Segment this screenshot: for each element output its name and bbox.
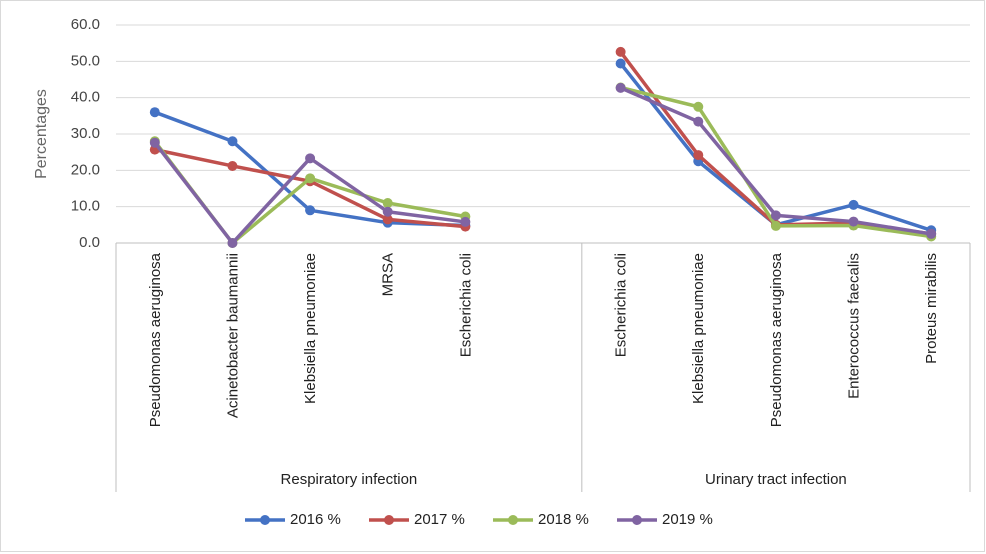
legend-marker bbox=[384, 515, 394, 525]
y-tick-label: 40.0 bbox=[71, 89, 100, 106]
point bbox=[693, 101, 704, 112]
point bbox=[227, 160, 238, 171]
x-tick-label: Escherichia coli bbox=[457, 253, 474, 357]
point bbox=[149, 107, 160, 118]
x-tick-label: Klebsiella pneumoniae bbox=[690, 253, 707, 404]
point bbox=[848, 199, 859, 210]
x-tick-label: Proteus mirabilis bbox=[923, 253, 940, 364]
x-tick-label: Enterococcus faecalis bbox=[846, 253, 863, 399]
legend-label: 2016 % bbox=[290, 511, 341, 528]
x-tick-label: Escherichia coli bbox=[613, 253, 630, 357]
x-tick-label: MRSA bbox=[380, 253, 397, 296]
point bbox=[227, 136, 238, 147]
x-tick-label: Acinetobacter baumannii bbox=[224, 253, 241, 418]
point bbox=[149, 137, 160, 148]
point bbox=[693, 116, 704, 127]
point bbox=[770, 220, 781, 231]
point bbox=[615, 82, 626, 93]
x-tick-label: Klebsiella pneumoniae bbox=[302, 253, 319, 404]
legend-label: 2019 % bbox=[662, 511, 713, 528]
point bbox=[615, 46, 626, 57]
y-axis-label: Percentages bbox=[33, 89, 50, 179]
x-tick-label: Pseudomonas aeruginosa bbox=[768, 252, 785, 427]
legend-marker bbox=[260, 515, 270, 525]
y-tick-label: 20.0 bbox=[71, 161, 100, 178]
group-label: Urinary tract infection bbox=[705, 471, 847, 488]
point bbox=[848, 216, 859, 227]
legend-label: 2018 % bbox=[538, 511, 589, 528]
point bbox=[615, 58, 626, 69]
point bbox=[227, 238, 238, 248]
y-tick-label: 60.0 bbox=[71, 16, 100, 33]
legend-label: 2017 % bbox=[414, 511, 465, 528]
y-tick-label: 0.0 bbox=[79, 234, 100, 251]
legend-marker bbox=[632, 515, 642, 525]
point bbox=[382, 214, 393, 225]
x-tick-label: Pseudomonas aeruginosa bbox=[147, 252, 164, 427]
point bbox=[460, 216, 471, 227]
point bbox=[382, 206, 393, 217]
legend-marker bbox=[508, 515, 518, 525]
y-tick-label: 30.0 bbox=[71, 125, 100, 142]
point bbox=[693, 150, 704, 161]
group-label: Respiratory infection bbox=[281, 471, 418, 488]
point bbox=[926, 228, 937, 239]
point bbox=[305, 173, 316, 184]
y-tick-label: 50.0 bbox=[71, 52, 100, 69]
y-tick-label: 10.0 bbox=[71, 198, 100, 215]
point bbox=[305, 205, 316, 216]
point bbox=[305, 153, 316, 164]
point bbox=[770, 210, 781, 221]
point bbox=[382, 198, 393, 209]
